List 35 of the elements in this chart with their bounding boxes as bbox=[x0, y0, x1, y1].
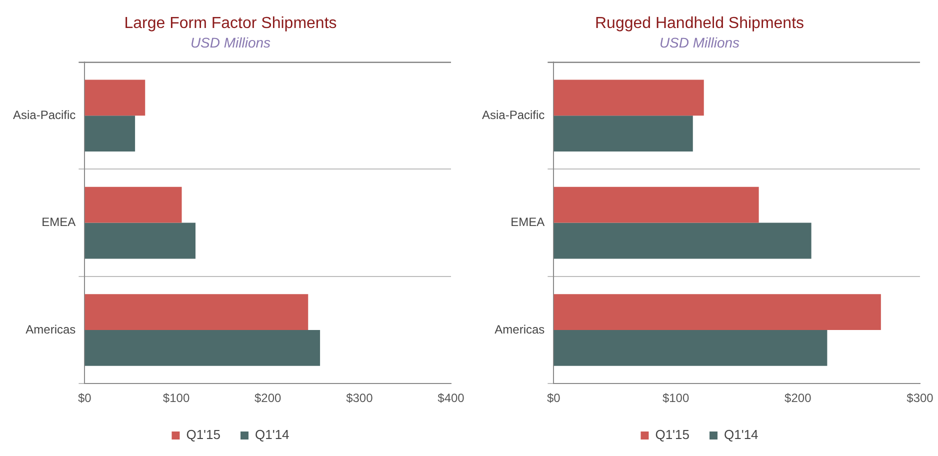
bar bbox=[554, 116, 693, 152]
y-tick-label: EMEA bbox=[510, 215, 545, 230]
y-tick-label: Asia-Pacific bbox=[482, 108, 545, 122]
bar bbox=[554, 330, 828, 366]
legend-label: Q1'14 bbox=[724, 427, 758, 442]
bar bbox=[84, 80, 146, 116]
bar bbox=[554, 294, 881, 330]
x-tick-label: $300 bbox=[906, 391, 934, 406]
bar bbox=[554, 80, 704, 116]
x-tick-label: $200 bbox=[784, 391, 812, 406]
chart-title: Large Form Factor Shipments bbox=[124, 15, 337, 32]
y-tick-label: EMEA bbox=[42, 215, 76, 230]
bar bbox=[554, 222, 812, 259]
legend-label: Q1'15 bbox=[655, 427, 690, 442]
bar bbox=[84, 186, 182, 223]
bar bbox=[554, 186, 759, 223]
x-tick-label: $300 bbox=[346, 391, 374, 406]
x-tick-label: $400 bbox=[438, 391, 465, 406]
y-tick-label: Americas bbox=[494, 322, 545, 336]
x-tick-label: $0 bbox=[547, 391, 561, 406]
y-tick-label: Asia-Pacific bbox=[12, 108, 76, 122]
bar bbox=[84, 222, 196, 259]
x-tick-label: $0 bbox=[78, 391, 92, 406]
x-tick-label: $200 bbox=[254, 391, 282, 406]
x-tick-label: $100 bbox=[662, 391, 690, 406]
chart-subtitle: USD Millions bbox=[659, 34, 740, 50]
bar bbox=[84, 330, 320, 366]
chart-title: Rugged Handheld Shipments bbox=[594, 15, 804, 32]
chart-subtitle: USD Millions bbox=[190, 34, 271, 50]
legend-label: Q1'14 bbox=[255, 427, 290, 442]
x-tick-label: $100 bbox=[162, 391, 190, 406]
bar bbox=[84, 116, 136, 152]
y-tick-label: Americas bbox=[26, 322, 76, 336]
legend-label: Q1'15 bbox=[186, 427, 221, 442]
bar bbox=[84, 294, 308, 330]
